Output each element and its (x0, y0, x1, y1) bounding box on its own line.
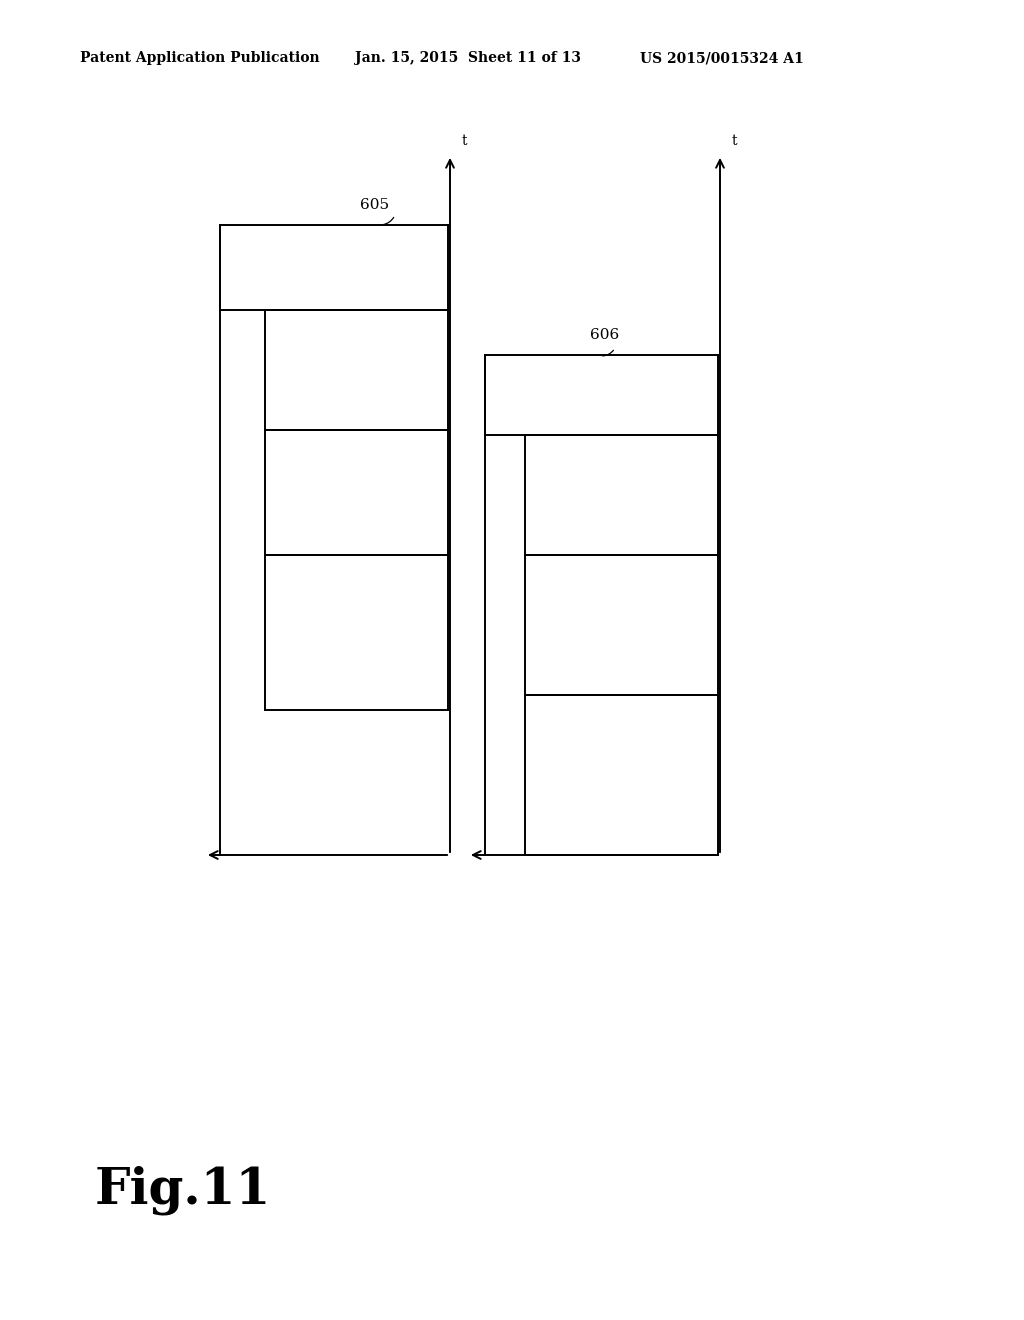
Text: 605: 605 (360, 198, 389, 213)
Text: 606: 606 (590, 327, 620, 342)
Text: Fig.11: Fig.11 (95, 1166, 271, 1214)
Text: Jan. 15, 2015  Sheet 11 of 13: Jan. 15, 2015 Sheet 11 of 13 (355, 51, 581, 65)
Text: US 2015/0015324 A1: US 2015/0015324 A1 (640, 51, 804, 65)
Text: t: t (732, 135, 737, 148)
Text: t: t (462, 135, 468, 148)
Text: Patent Application Publication: Patent Application Publication (80, 51, 319, 65)
